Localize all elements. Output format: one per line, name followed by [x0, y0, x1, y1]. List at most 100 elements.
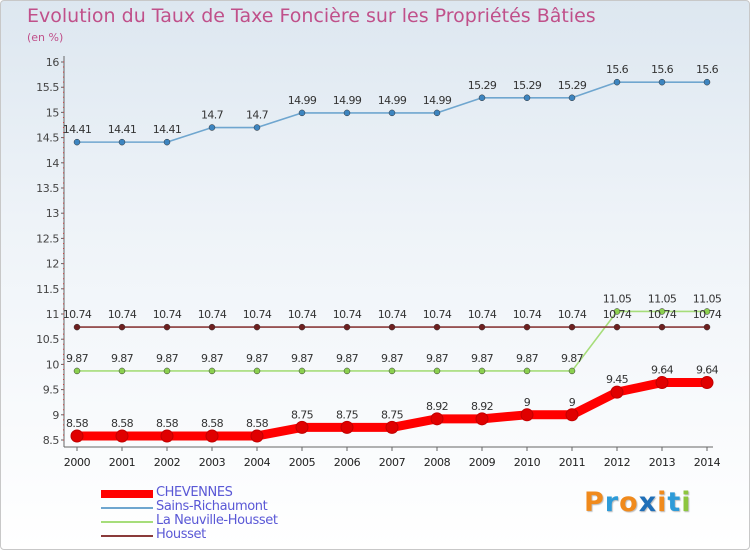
data-point: [118, 323, 126, 331]
x-tick-label: 2009: [469, 456, 496, 469]
data-point: [253, 323, 261, 331]
data-point: [343, 109, 351, 117]
x-tick-label: 2006: [334, 456, 361, 469]
unit-label: (en %): [27, 31, 64, 44]
data-label: 14.7: [246, 109, 269, 122]
data-label: 11.05: [648, 292, 677, 305]
data-label: 10.74: [603, 308, 632, 321]
data-point: [70, 429, 84, 443]
chart-title: Evolution du Taux de Taxe Foncière sur l…: [27, 5, 596, 27]
y-tick-label: 11.5: [36, 283, 59, 296]
data-label: 15.6: [696, 63, 719, 76]
y-tick-label: 16: [46, 56, 60, 69]
data-point: [388, 323, 396, 331]
x-tick-label: 2003: [199, 456, 226, 469]
data-point: [613, 323, 621, 331]
y-tick-label: 12: [46, 258, 59, 271]
data-point: [73, 367, 81, 375]
data-label: 15.6: [651, 63, 674, 76]
y-tick-label: 15: [46, 106, 60, 119]
logo-letter: P: [584, 487, 605, 518]
data-point: [523, 323, 531, 331]
proxiti-logo: Proxiti: [584, 487, 692, 518]
data-label: 9.87: [66, 352, 89, 365]
y-tick-label: 12.5: [36, 232, 59, 245]
legend-swatch: [101, 490, 153, 498]
data-point: [655, 376, 669, 390]
x-tick-label: 2005: [289, 456, 316, 469]
data-point: [208, 124, 216, 131]
x-tick-label: 2008: [424, 456, 451, 469]
y-tick-label: 13.5: [36, 182, 59, 195]
data-point: [118, 138, 126, 146]
data-label: 8.58: [246, 417, 269, 430]
y-tick-label: 13: [46, 207, 60, 220]
x-tick-label: 2000: [64, 456, 91, 469]
data-label: 10.74: [378, 308, 407, 321]
logo-letter: i: [657, 487, 668, 518]
y-tick-label: 10.5: [36, 333, 59, 346]
data-label: 14.41: [63, 123, 92, 136]
data-label: 14.41: [153, 123, 182, 136]
data-point: [523, 367, 531, 375]
data-label: 8.58: [201, 417, 224, 430]
data-label: 10.74: [468, 308, 497, 321]
x-tick-label: 2011: [559, 456, 585, 469]
x-tick-label: 2001: [109, 456, 135, 469]
data-label: 10.74: [693, 308, 722, 321]
y-tick-label: 9: [52, 409, 59, 422]
data-point: [163, 138, 171, 146]
data-label: 8.92: [426, 400, 448, 413]
x-tick-label: 2002: [154, 456, 180, 469]
y-tick-label: 10: [46, 358, 60, 371]
data-point: [115, 429, 129, 443]
data-point: [433, 367, 441, 375]
data-point: [388, 367, 396, 375]
data-point: [658, 323, 666, 331]
legend-label: CHEVENNES: [156, 485, 233, 500]
data-point: [568, 323, 576, 331]
data-label: 9.87: [381, 352, 404, 365]
data-point: [658, 78, 666, 86]
data-point: [613, 78, 621, 86]
logo-letter: o: [619, 487, 639, 518]
data-label: 9.87: [336, 352, 359, 365]
data-label: 9: [524, 396, 531, 409]
data-label: 14.7: [201, 109, 224, 122]
data-point: [343, 367, 351, 375]
data-label: 8.58: [156, 417, 179, 430]
data-label: 9.45: [606, 373, 629, 386]
data-label: 10.74: [243, 308, 272, 321]
data-point: [298, 109, 306, 117]
data-point: [340, 420, 354, 434]
data-point: [253, 124, 261, 131]
data-point: [433, 323, 441, 331]
y-tick-label: 15.5: [36, 81, 59, 94]
data-label: 8.75: [291, 408, 314, 421]
legend-label: La Neuville-Housset: [156, 513, 278, 528]
data-label: 14.99: [333, 94, 362, 107]
logo-letter: t: [667, 487, 682, 518]
data-label: 10.74: [558, 308, 587, 321]
data-point: [565, 408, 579, 422]
data-label: 10.74: [288, 308, 317, 321]
data-label: 9.87: [111, 352, 134, 365]
data-label: 8.75: [381, 408, 404, 421]
data-point: [478, 94, 486, 102]
legend-swatch: [101, 521, 153, 523]
data-point: [163, 323, 171, 331]
data-label: 9.64: [696, 364, 719, 377]
logo-letter: r: [604, 487, 620, 518]
data-label: 10.74: [63, 308, 92, 321]
x-tick-label: 2012: [604, 456, 630, 469]
data-point: [250, 429, 264, 443]
data-point: [610, 385, 624, 399]
data-point: [295, 420, 309, 434]
data-label: 11.05: [693, 292, 722, 305]
y-tick-label: 14: [46, 157, 60, 170]
data-point: [73, 323, 81, 331]
data-label: 14.99: [288, 94, 317, 107]
y-tick-label: 11: [46, 308, 59, 321]
